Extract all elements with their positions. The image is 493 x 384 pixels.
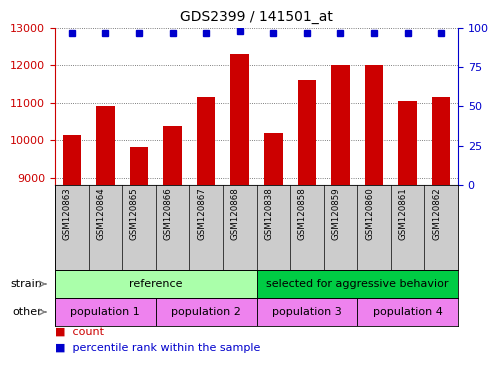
Text: GSM120858: GSM120858 [298,187,307,240]
Text: GSM120863: GSM120863 [63,187,72,240]
Bar [130,147,148,185]
Text: ■  percentile rank within the sample: ■ percentile rank within the sample [55,343,260,353]
Bar [357,298,458,326]
Text: population 1: population 1 [70,307,140,317]
Text: GSM120865: GSM120865 [130,187,139,240]
Bar [197,97,215,185]
Bar [55,298,156,326]
Bar [55,270,256,298]
Bar [331,65,350,185]
Text: population 4: population 4 [373,307,443,317]
Text: strain: strain [10,279,42,289]
Bar [256,298,357,326]
Text: GSM120867: GSM120867 [197,187,206,240]
Text: GSM120860: GSM120860 [365,187,374,240]
Bar [432,97,451,185]
Text: other: other [12,307,42,317]
Title: GDS2399 / 141501_at: GDS2399 / 141501_at [180,10,333,24]
Text: GSM120859: GSM120859 [331,187,341,240]
Text: selected for aggressive behavior: selected for aggressive behavior [266,279,449,289]
Text: ■  count: ■ count [55,327,104,337]
Bar [156,298,256,326]
Text: GSM120866: GSM120866 [164,187,173,240]
Text: GSM120864: GSM120864 [96,187,106,240]
Bar [163,126,182,185]
Text: GSM120862: GSM120862 [432,187,441,240]
Bar [298,80,316,185]
Bar [96,106,114,185]
Bar [398,101,417,185]
Text: GSM120861: GSM120861 [399,187,408,240]
Text: reference: reference [129,279,182,289]
Bar [264,132,282,185]
Bar [365,65,383,185]
Text: GSM120838: GSM120838 [264,187,273,240]
Bar [256,270,458,298]
Text: population 3: population 3 [272,307,342,317]
Bar [63,134,81,185]
Text: GSM120868: GSM120868 [231,187,240,240]
Text: population 2: population 2 [171,307,241,317]
Bar [230,54,249,185]
